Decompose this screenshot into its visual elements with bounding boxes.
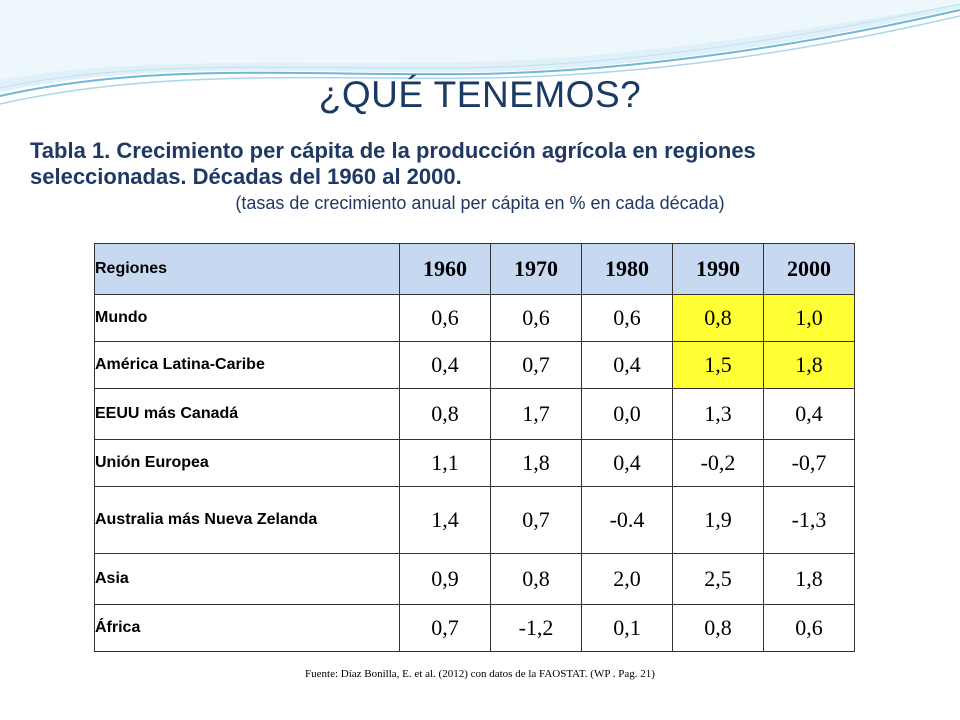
table-row: América Latina-Caribe 0,4 0,7 0,4 1,5 1,… bbox=[94, 341, 855, 389]
region-cell: Australia más Nueva Zelanda bbox=[94, 486, 400, 554]
value-cell: 0,4 bbox=[763, 388, 855, 440]
region-cell: África bbox=[94, 604, 400, 652]
value-cell: 0,7 bbox=[490, 486, 582, 554]
value-cell: 0,6 bbox=[581, 294, 673, 342]
table-row: África 0,7 -1,2 0,1 0,8 0,6 bbox=[94, 604, 855, 652]
value-cell: 0,8 bbox=[672, 604, 764, 652]
value-cell: 0,6 bbox=[763, 604, 855, 652]
header-year-1980: 1980 bbox=[581, 243, 673, 295]
table-caption-line2: seleccionadas. Décadas del 1960 al 2000. bbox=[30, 164, 462, 189]
decorative-wave bbox=[0, 0, 960, 105]
region-cell: América Latina-Caribe bbox=[94, 341, 400, 389]
value-cell: 0,6 bbox=[399, 294, 491, 342]
value-cell: 0,7 bbox=[399, 604, 491, 652]
value-cell: 0,1 bbox=[581, 604, 673, 652]
slide-title: ¿QUÉ TENEMOS? bbox=[318, 74, 642, 115]
region-cell: Mundo bbox=[94, 294, 400, 342]
header-year-1960: 1960 bbox=[399, 243, 491, 295]
source-note: Fuente: Díaz Bonilla, E. et al. (2012) c… bbox=[305, 668, 655, 680]
value-cell: 1,9 bbox=[672, 486, 764, 554]
growth-table: Regiones 1960 1970 1980 1990 2000 Mundo … bbox=[94, 243, 855, 652]
value-cell-highlighted: 1,5 bbox=[672, 341, 764, 389]
value-cell: 1,8 bbox=[763, 553, 855, 605]
value-cell: -0,2 bbox=[672, 439, 764, 487]
value-cell: -0.4 bbox=[581, 486, 673, 554]
table-subtitle: (tasas de crecimiento anual per cápita e… bbox=[235, 193, 725, 213]
value-cell: 0,4 bbox=[399, 341, 491, 389]
table-row: Unión Europea 1,1 1,8 0,4 -0,2 -0,7 bbox=[94, 439, 855, 487]
value-cell: 2,0 bbox=[581, 553, 673, 605]
header-year-2000: 2000 bbox=[763, 243, 855, 295]
value-cell: 0,4 bbox=[581, 341, 673, 389]
value-cell: -1,2 bbox=[490, 604, 582, 652]
value-cell-highlighted: 1,8 bbox=[763, 341, 855, 389]
value-cell-highlighted: 0,8 bbox=[672, 294, 764, 342]
value-cell: 0,9 bbox=[399, 553, 491, 605]
value-cell: -1,3 bbox=[763, 486, 855, 554]
table-row: Mundo 0,6 0,6 0,6 0,8 1,0 bbox=[94, 294, 855, 342]
value-cell: 1,4 bbox=[399, 486, 491, 554]
value-cell: 1,8 bbox=[490, 439, 582, 487]
value-cell: 1,1 bbox=[399, 439, 491, 487]
table-row: EEUU más Canadá 0,8 1,7 0,0 1,3 0,4 bbox=[94, 388, 855, 440]
value-cell: 2,5 bbox=[672, 553, 764, 605]
value-cell: -0,7 bbox=[763, 439, 855, 487]
value-cell: 1,3 bbox=[672, 388, 764, 440]
region-cell: EEUU más Canadá bbox=[94, 388, 400, 440]
value-cell: 0,0 bbox=[581, 388, 673, 440]
header-year-1990: 1990 bbox=[672, 243, 764, 295]
header-year-1970: 1970 bbox=[490, 243, 582, 295]
table-header-row: Regiones 1960 1970 1980 1990 2000 bbox=[94, 243, 855, 295]
table-caption-line1: Tabla 1. Crecimiento per cápita de la pr… bbox=[30, 138, 756, 163]
region-cell: Asia bbox=[94, 553, 400, 605]
header-regiones: Regiones bbox=[94, 243, 400, 295]
value-cell-highlighted: 1,0 bbox=[763, 294, 855, 342]
value-cell: 0,8 bbox=[399, 388, 491, 440]
value-cell: 1,7 bbox=[490, 388, 582, 440]
value-cell: 0,6 bbox=[490, 294, 582, 342]
table-row: Australia más Nueva Zelanda 1,4 0,7 -0.4… bbox=[94, 486, 855, 554]
value-cell: 0,7 bbox=[490, 341, 582, 389]
value-cell: 0,4 bbox=[581, 439, 673, 487]
table-caption: Tabla 1. Crecimiento per cápita de la pr… bbox=[30, 138, 930, 190]
table-row: Asia 0,9 0,8 2,0 2,5 1,8 bbox=[94, 553, 855, 605]
region-cell: Unión Europea bbox=[94, 439, 400, 487]
value-cell: 0,8 bbox=[490, 553, 582, 605]
